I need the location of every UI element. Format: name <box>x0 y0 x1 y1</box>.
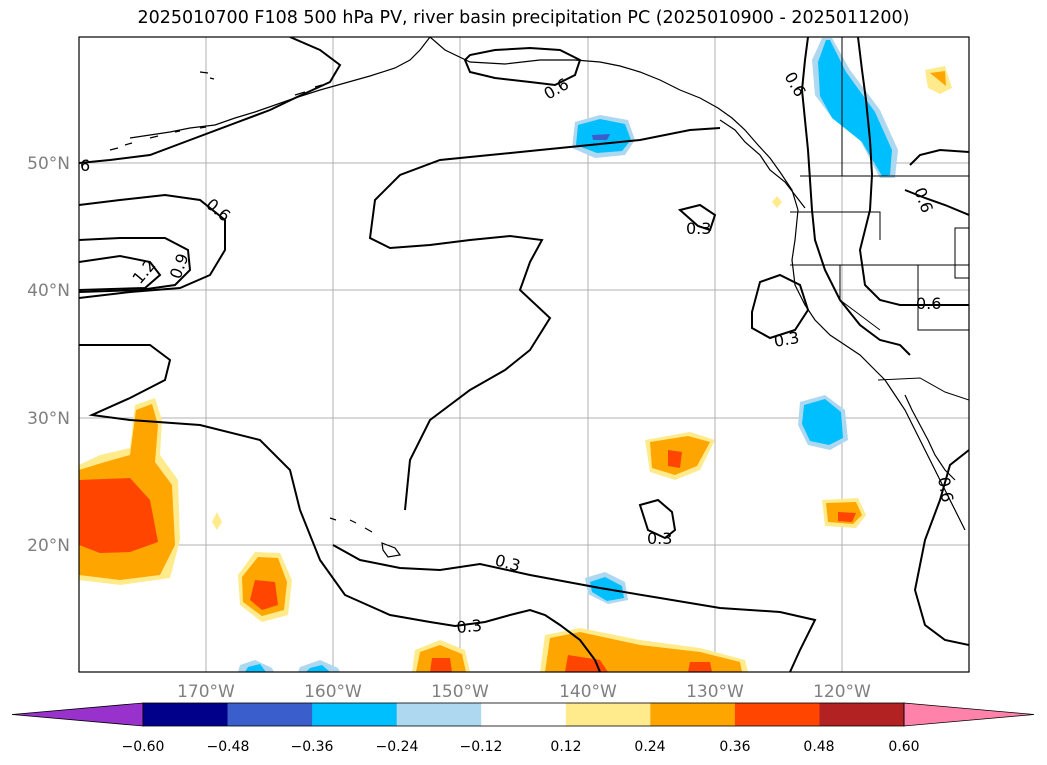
colorbar: −0.60 −0.48 −0.36 −0.24 −0.12 0.12 0.24 … <box>11 702 1035 755</box>
colorbar-cell <box>312 703 398 726</box>
precip-pos-strong-south-2 <box>688 662 712 672</box>
longitude-labels: 170°W 160°W 150°W 140°W 130°W 120°W <box>177 682 871 702</box>
alaska-south-coast <box>429 37 799 211</box>
colorbar-extend-right <box>903 702 1035 727</box>
colorbar-tick-label: −0.60 <box>122 739 165 755</box>
precip-pos-small-2 <box>772 196 782 208</box>
contour-0.6-north <box>79 37 342 164</box>
contour-0.6-east-2 <box>857 37 969 306</box>
contour-0.3-mid-pacific <box>332 544 817 672</box>
colorbar-cell <box>481 703 567 726</box>
colorbar-outline <box>142 702 905 727</box>
colorbar-tick-label: 0.36 <box>719 739 750 755</box>
map-title: 2025010700 F108 500 hPa PV, river basin … <box>137 8 910 28</box>
colorbar-tick-label: 0.60 <box>888 739 919 755</box>
contour-0.6-ne <box>909 148 969 166</box>
lon-label-150w: 150°W <box>431 682 489 702</box>
contour-label: 0.3 <box>647 529 672 548</box>
colorbar-cell <box>396 703 482 726</box>
precip-neg-mid-bottom-2 <box>306 665 330 672</box>
precip-neg-strong-gulf <box>592 134 610 140</box>
contour-0.9 <box>79 237 192 293</box>
contour-label: 0.3 <box>686 219 711 238</box>
contour-1.2 <box>79 254 162 291</box>
lat-label-50n: 50°N <box>27 154 70 174</box>
lon-label-130w: 130°W <box>686 682 744 702</box>
contour-0.6-gulf <box>463 46 582 87</box>
colorbar-cell <box>143 703 229 726</box>
contour-0.6-east <box>800 37 911 356</box>
precip-neg-mid-bc <box>818 40 892 176</box>
contour-0.6-bc <box>904 189 969 216</box>
colorbar-cell <box>650 703 736 726</box>
colorbar-tick-label: 0.12 <box>550 739 581 755</box>
colorbar-tick-label: −0.48 <box>207 739 250 755</box>
coastlines <box>109 37 966 558</box>
precip-neg-mid-ca <box>802 399 843 445</box>
contour-0.3-small-2 <box>751 273 810 340</box>
alaska-mainland-islands <box>199 71 323 96</box>
colorbar-tick-label: −0.24 <box>376 739 419 755</box>
colorbar-tick-label: −0.12 <box>460 739 503 755</box>
alaska-peninsula-coast <box>129 37 431 139</box>
contour-label: 0.3 <box>456 616 483 637</box>
contour-0.6-south-east <box>913 449 969 646</box>
contour-0.3-central-loop <box>368 127 721 511</box>
colorbar-tick-label: 0.24 <box>634 739 665 755</box>
contour-0.3-big-west <box>79 344 601 672</box>
precip-pos-strong-140w <box>668 450 682 468</box>
precip-neg-mid-bottom-1 <box>245 664 266 672</box>
colorbar-ticks: −0.60 −0.48 −0.36 −0.24 −0.12 0.12 0.24 … <box>122 739 920 755</box>
lon-label-140w: 140°W <box>559 682 617 702</box>
colorbar-cell <box>734 703 820 726</box>
contour-label: 0.3 <box>772 328 800 351</box>
lon-label-160w: 160°W <box>304 682 362 702</box>
precip-pos-small-1 <box>212 512 222 530</box>
precip-pos-strong-165w <box>250 580 278 610</box>
contour-0.3-small-1 <box>677 203 717 232</box>
precip-pos-strong-125w <box>838 512 856 522</box>
map-frame <box>78 36 970 673</box>
colorbar-extend-left <box>11 702 144 727</box>
colorbar-cells <box>11 702 1035 727</box>
colorbar-tick-label: 0.48 <box>803 739 834 755</box>
precip-pos-strong-west <box>79 478 158 553</box>
lat-label-30n: 30°N <box>27 409 70 429</box>
bc-islands-coast <box>719 119 806 209</box>
colorbar-cell <box>227 703 313 726</box>
contour-label: 6 <box>80 156 90 175</box>
contour-0.6-west-1 <box>79 193 226 299</box>
colorbar-cell <box>565 703 651 726</box>
latitude-labels: 50°N 40°N 30°N 20°N <box>27 154 70 556</box>
contour-label: 0.6 <box>934 475 957 503</box>
lat-label-40n: 40°N <box>27 281 70 301</box>
negative-precip-shading <box>238 38 898 672</box>
lat-label-20n: 20°N <box>27 536 70 556</box>
aleutian-islands <box>109 126 207 151</box>
lon-label-120w: 120°W <box>813 682 871 702</box>
us-mexico-border <box>877 377 969 401</box>
lon-label-170w: 170°W <box>177 682 235 702</box>
precip-pos-strong-150w <box>430 658 452 672</box>
pv-contours <box>79 37 969 672</box>
us-west-coast <box>791 209 966 531</box>
contour-0.3-small-3 <box>638 498 677 540</box>
colorbar-tick-label: −0.36 <box>291 739 334 755</box>
precip-pos-mid-ne <box>930 71 946 86</box>
hawaii-islands <box>329 517 402 558</box>
colorbar-cell <box>819 703 905 726</box>
baja-coast <box>904 394 956 481</box>
contour-label: 0.6 <box>916 294 941 313</box>
